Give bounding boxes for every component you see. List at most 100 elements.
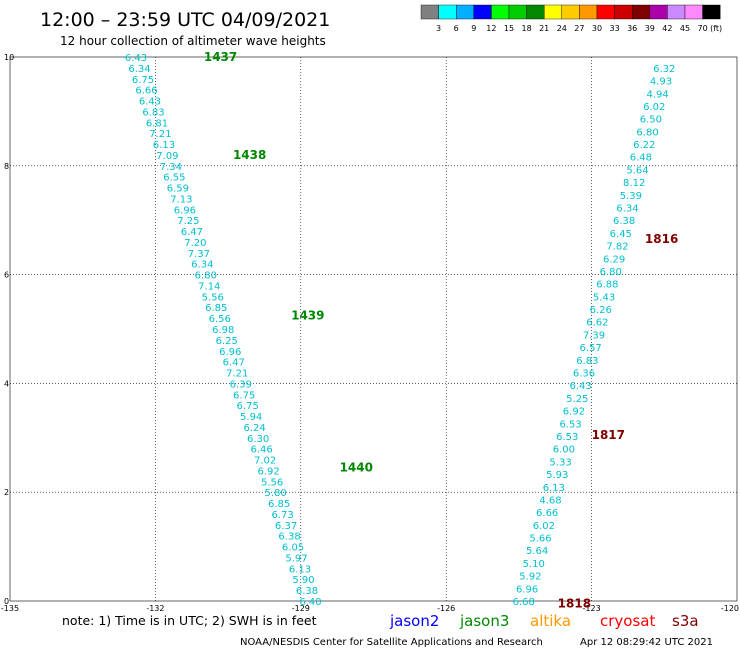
satellite-name: cryosat [600, 612, 655, 630]
satellite-name: s3a [672, 612, 699, 630]
legend-swatch [632, 4, 651, 20]
wave-height-value: 6.32 [653, 64, 675, 75]
wave-height-value: 4.94 [646, 89, 668, 100]
legend-label: 24 [557, 24, 567, 33]
wave-height-value: 6.75 [233, 390, 255, 401]
legend-swatch [614, 4, 633, 20]
wave-height-value: 6.53 [559, 419, 581, 430]
wave-height-value: 5.64 [526, 546, 548, 557]
wave-height-value: 7.21 [226, 369, 248, 380]
wave-height-value: 4.93 [650, 77, 672, 88]
legend-swatch [508, 4, 527, 20]
wave-height-value: 7.02 [254, 456, 276, 467]
wave-height-value: 6.38 [296, 586, 318, 597]
legend-swatch [579, 4, 598, 20]
wave-height-value: 5.94 [240, 412, 262, 423]
wave-height-value: 6.88 [596, 280, 618, 291]
grid-lines [10, 57, 737, 601]
wave-height-value: 6.53 [556, 432, 578, 443]
plot-frame [9, 56, 738, 602]
y-tick-label: 4 [4, 379, 9, 388]
wave-height-value: 6.00 [553, 445, 575, 456]
wave-height-value: 6.29 [603, 254, 625, 265]
wave-height-value: 6.92 [563, 407, 585, 418]
pass-labels: 1437 1438 1439 1440 1816 1817 1818 [204, 50, 678, 611]
wave-height-value: 7.20 [184, 238, 206, 249]
wave-height-value: 6.48 [630, 153, 652, 164]
wave-height-value: 6.40 [299, 597, 321, 608]
wave-height-value: 7.25 [177, 216, 199, 227]
wave-height-value: 6.83 [142, 107, 164, 118]
wave-height-value: 6.05 [282, 543, 304, 554]
wave-height-value: 5.64 [626, 165, 648, 176]
wave-height-value: 6.36 [573, 369, 595, 380]
wave-height-value: 8.12 [623, 178, 645, 189]
wave-height-value: 6.13 [543, 483, 565, 494]
wave-height-value: 5.93 [546, 470, 568, 481]
wave-height-value: 6.13 [153, 140, 175, 151]
wave-height-value: 6.38 [613, 216, 635, 227]
wave-height-value: 6.56 [209, 314, 231, 325]
wave-height-value: 6.24 [244, 423, 266, 434]
legend-swatch [596, 4, 615, 20]
legend-label: 39 [645, 24, 655, 33]
color-legend: 3 6 9 12 15 18 21 24 27 30 33 36 39 42 45 70 (ft) [420, 4, 722, 33]
wave-height-value: 6.96 [174, 205, 196, 216]
y-tick-label: 6 [4, 271, 9, 280]
wave-height-value: 6.96 [516, 584, 538, 595]
wave-height-value: 6.22 [633, 140, 655, 151]
legend-label: 21 [539, 24, 549, 33]
pass-label: 1439 [291, 308, 324, 322]
wave-height-value: 6.73 [271, 510, 293, 521]
wave-height-value: 6.50 [640, 115, 662, 126]
legend-label: 9 [471, 24, 476, 33]
wave-height-value: 6.96 [219, 347, 241, 358]
wave-height-value: 6.85 [205, 303, 227, 314]
wave-height-value: 6.62 [586, 318, 608, 329]
wave-height-value: 6.43 [570, 381, 592, 392]
wave-height-value: 6.83 [576, 356, 598, 367]
wave-height-value: 6.43 [139, 97, 161, 108]
wave-height-value: 6.85 [268, 499, 290, 510]
wave-height-value: 5.25 [566, 394, 588, 405]
satellite-name: altika [530, 612, 571, 630]
wave-height-value: 7.34 [160, 162, 182, 173]
wave-height-value: 5.92 [519, 572, 541, 583]
legend-label: 6 [454, 24, 459, 33]
wave-height-value: 5.80 [264, 488, 286, 499]
x-tick-label: -135 [1, 604, 19, 613]
pass-label: 1817 [592, 428, 625, 442]
wave-height-value: 6.34 [616, 204, 638, 215]
legend-swatch [420, 4, 439, 20]
y-tick-label: 10 [4, 53, 14, 62]
wave-height-value: 5.90 [292, 575, 314, 586]
y-tick-label: 2 [4, 488, 9, 497]
wave-height-value: 6.92 [257, 466, 279, 477]
wave-height-value: 6.75 [132, 75, 154, 86]
legend-label: 30 [592, 24, 602, 33]
wave-height-value: 6.80 [600, 267, 622, 278]
wave-height-value: 7.21 [149, 129, 171, 140]
wave-height-value: 7.37 [188, 249, 210, 260]
footer-timestamp: Apr 12 08:29:42 UTC 2021 [580, 637, 713, 648]
pass-label: 1440 [340, 461, 373, 475]
legend-swatch [438, 4, 457, 20]
legend-unit: (ft) [710, 24, 722, 33]
x-tick-label: -129 [292, 604, 310, 613]
wave-height-value: 6.66 [536, 508, 558, 519]
wave-height-value: 6.45 [610, 229, 632, 240]
wave-height-value: 5.66 [529, 534, 551, 545]
pass-label: 1437 [204, 50, 237, 64]
wave-height-value: 6.80 [636, 127, 658, 138]
legend-swatch [649, 4, 668, 20]
pass-label: 1816 [645, 232, 678, 246]
wave-height-value: 6.55 [163, 173, 185, 184]
wave-height-value: 6.39 [230, 379, 252, 390]
wave-height-value: 6.57 [580, 343, 602, 354]
legend-label: 27 [574, 24, 584, 33]
satellite-legend: jason2 jason3 altika cryosat s3a [389, 612, 699, 630]
wave-height-value: 6.02 [533, 521, 555, 532]
y-axis-ticks: 0 2 4 6 8 10 [4, 53, 14, 606]
